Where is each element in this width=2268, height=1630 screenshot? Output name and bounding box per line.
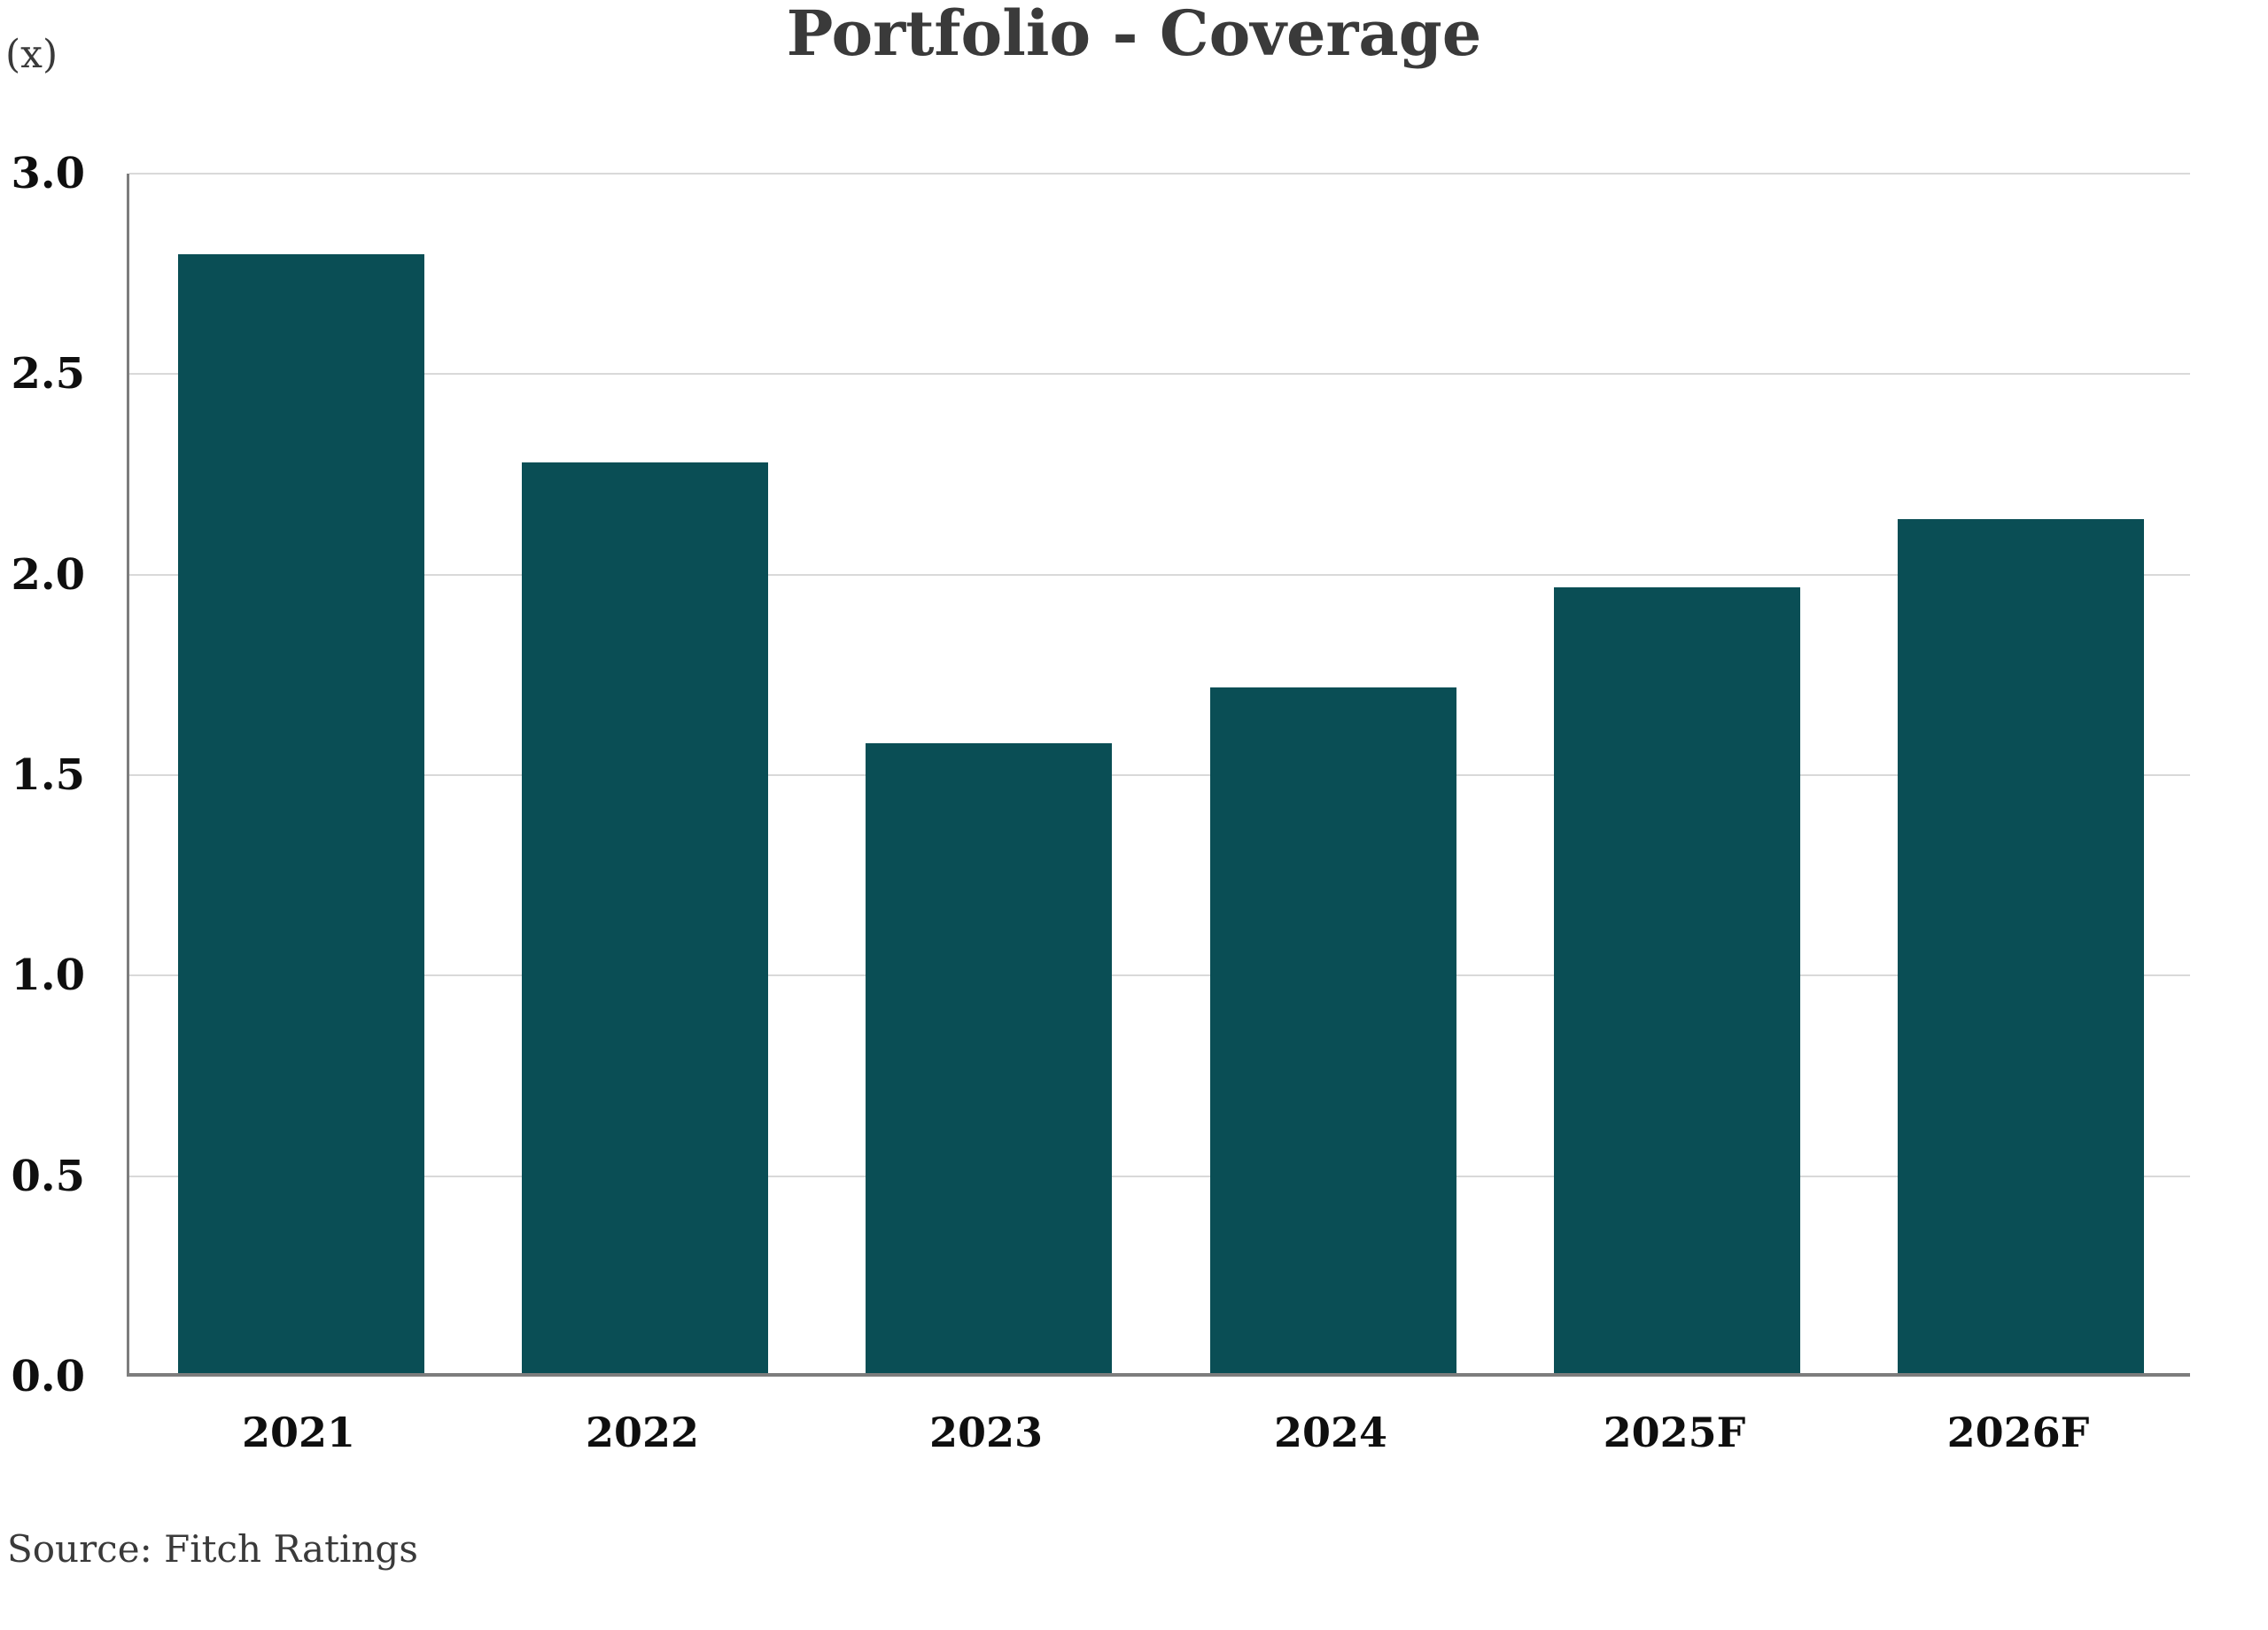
y-tick-label-3.0: 3.0: [11, 149, 85, 198]
y-tick-label-0.5: 0.5: [11, 1152, 85, 1201]
x-tick-label-2021: 2021: [241, 1409, 356, 1456]
source-note: Source: Fitch Ratings: [7, 1527, 418, 1571]
bar-2026F: [1898, 519, 2144, 1373]
x-tick-label-2022: 2022: [585, 1409, 700, 1456]
bar-2021: [178, 254, 424, 1373]
y-axis-unit-label: (x): [5, 32, 58, 77]
x-tick-label-2026F: 2026F: [1946, 1409, 2090, 1456]
bar-2023: [866, 743, 1112, 1373]
gridline-2.5: [129, 373, 2190, 375]
y-tick-label-1.0: 1.0: [11, 951, 85, 1000]
x-tick-label-2024: 2024: [1273, 1409, 1388, 1456]
y-tick-label-0.0: 0.0: [11, 1352, 85, 1401]
y-tick-label-2.0: 2.0: [11, 550, 85, 600]
gridline-0.5: [129, 1176, 2190, 1177]
y-tick-label-1.5: 1.5: [11, 750, 85, 800]
bar-2022: [522, 462, 768, 1373]
plot-area: [127, 173, 2190, 1377]
x-tick-label-2023: 2023: [928, 1409, 1044, 1456]
chart-title: Portfolio - Coverage: [786, 0, 1482, 70]
gridline-3.0: [129, 173, 2190, 175]
gridline-1.0: [129, 974, 2190, 976]
bar-2025F: [1554, 587, 1800, 1373]
gridline-1.5: [129, 774, 2190, 776]
y-tick-label-2.5: 2.5: [11, 349, 85, 399]
bar-2024: [1210, 687, 1456, 1373]
gridline-2.0: [129, 574, 2190, 576]
x-tick-label-2025F: 2025F: [1603, 1409, 1746, 1456]
